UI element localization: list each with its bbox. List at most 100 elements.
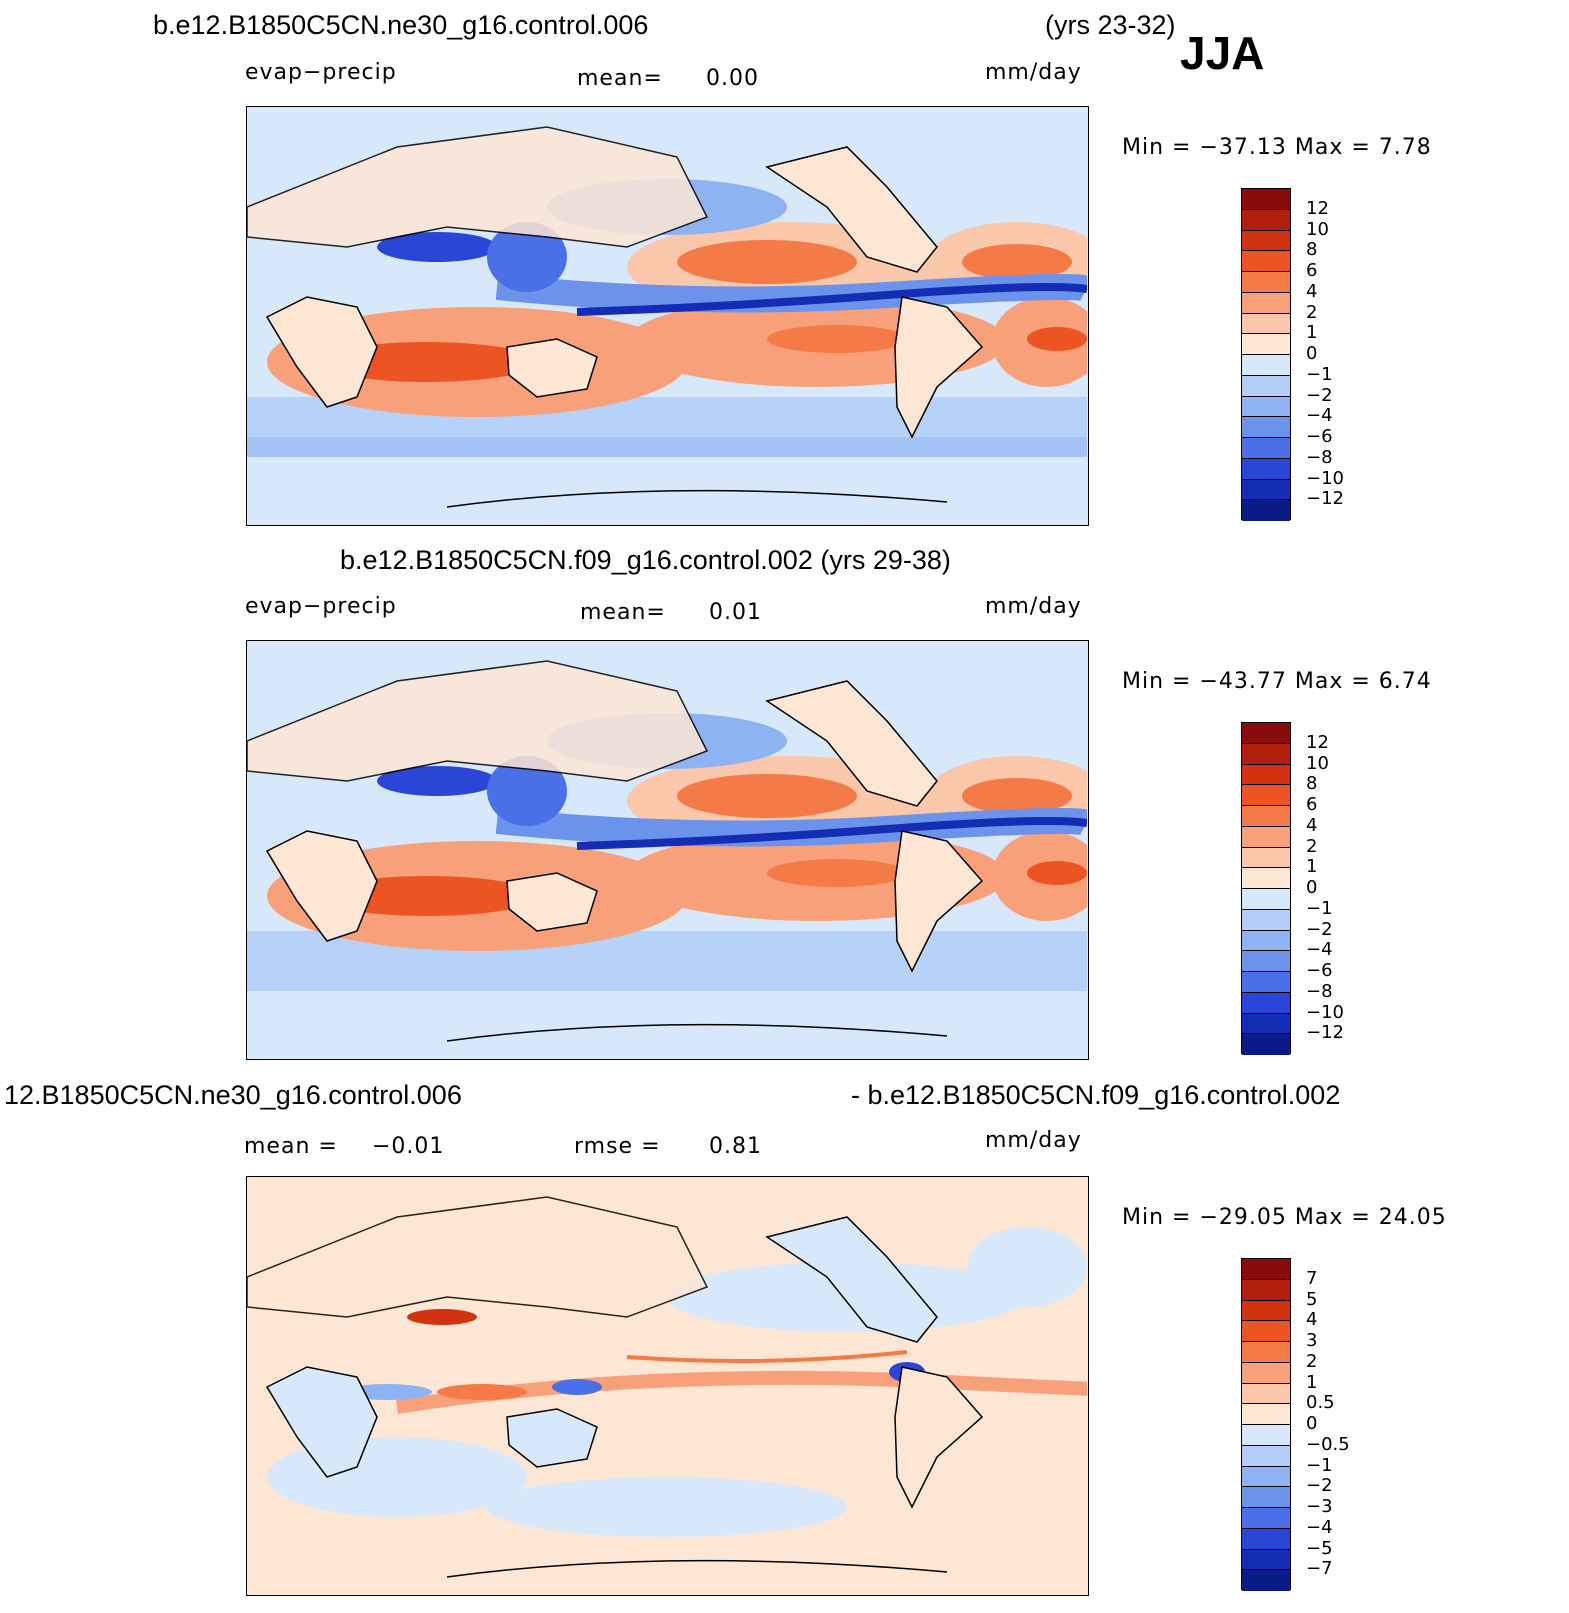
colorbar-tick-label: −3 bbox=[1306, 1496, 1333, 1517]
colorbar-tick-label: 0 bbox=[1306, 1413, 1318, 1434]
panel1-variable: evap−precip bbox=[245, 60, 397, 85]
colorbar-cell bbox=[1242, 251, 1290, 272]
colorbar-tick-label: 0 bbox=[1306, 877, 1318, 898]
colorbar-tick-label: 2 bbox=[1306, 301, 1318, 323]
panel1-title-right: (yrs 23-32) bbox=[1045, 10, 1176, 40]
panel3-title-left: 12.B1850C5CN.ne30_g16.control.006 bbox=[4, 1080, 462, 1110]
colorbar-tick-label: −12 bbox=[1306, 488, 1344, 510]
colorbar-cell bbox=[1242, 1508, 1290, 1529]
panel2-colorbar bbox=[1241, 722, 1291, 1055]
panel3-units: mm/day bbox=[985, 1128, 1082, 1153]
colorbar-cell bbox=[1242, 743, 1290, 765]
colorbar-cell bbox=[1242, 972, 1290, 993]
colorbar-cell bbox=[1242, 292, 1290, 314]
colorbar-cell bbox=[1242, 785, 1290, 806]
colorbar-tick-label: 6 bbox=[1306, 794, 1318, 815]
colorbar-tick-label: −7 bbox=[1306, 1558, 1333, 1580]
panel1-map bbox=[246, 106, 1089, 526]
colorbar-cell bbox=[1242, 1342, 1290, 1363]
colorbar-cell bbox=[1242, 355, 1290, 376]
colorbar-cell bbox=[1242, 847, 1290, 869]
colorbar-cell bbox=[1242, 1528, 1290, 1550]
colorbar-tick-label: 3 bbox=[1306, 1330, 1318, 1351]
colorbar-tick-label: 10 bbox=[1306, 752, 1329, 774]
colorbar-tick-label: 2 bbox=[1306, 835, 1318, 857]
colorbar-tick-label: −1 bbox=[1306, 1454, 1333, 1476]
colorbar-cell bbox=[1242, 1321, 1290, 1342]
colorbar-tick-label: 0 bbox=[1306, 343, 1318, 364]
panel2-variable: evap−precip bbox=[245, 594, 397, 619]
colorbar-tick-label: −4 bbox=[1306, 405, 1333, 427]
colorbar-tick-label: 1 bbox=[1306, 856, 1318, 878]
panel3-mean-label: mean = bbox=[244, 1134, 338, 1159]
colorbar-cell bbox=[1242, 272, 1290, 293]
panel1-colorbar bbox=[1241, 188, 1291, 521]
panel1-units: mm/day bbox=[985, 60, 1082, 85]
colorbar-cell bbox=[1242, 930, 1290, 952]
colorbar-tick-label: −10 bbox=[1306, 1001, 1344, 1023]
panel3-min-max: Min = −29.05 Max = 24.05 bbox=[1122, 1205, 1447, 1230]
colorbar-cell bbox=[1242, 1425, 1290, 1446]
colorbar-tick-label: −8 bbox=[1306, 980, 1333, 1002]
colorbar-tick-label: −2 bbox=[1306, 1475, 1333, 1497]
colorbar-cell bbox=[1242, 992, 1290, 1014]
colorbar-tick-label: 10 bbox=[1306, 218, 1329, 240]
panel1-mean-value: 0.00 bbox=[706, 66, 759, 91]
colorbar-cell bbox=[1242, 806, 1290, 827]
colorbar-cell bbox=[1242, 1404, 1290, 1425]
colorbar-tick-label: 1 bbox=[1306, 322, 1318, 344]
panel3-rmse-value: 0.81 bbox=[709, 1134, 762, 1159]
colorbar-tick-label: 12 bbox=[1306, 197, 1329, 219]
panel3-map-svg bbox=[247, 1177, 1087, 1594]
colorbar-cell bbox=[1242, 479, 1290, 501]
colorbar-cell bbox=[1242, 1466, 1290, 1488]
colorbar-cell bbox=[1242, 438, 1290, 459]
colorbar-tick-label: 4 bbox=[1306, 280, 1318, 302]
colorbar-cell bbox=[1242, 1259, 1290, 1280]
panel2-mean-value: 0.01 bbox=[709, 600, 762, 625]
colorbar-cell bbox=[1242, 1383, 1290, 1405]
colorbar-tick-label: −4 bbox=[1306, 939, 1333, 961]
colorbar-cell bbox=[1242, 417, 1290, 438]
colorbar-cell bbox=[1242, 1487, 1290, 1508]
colorbar-tick-label: −1 bbox=[1306, 897, 1333, 919]
colorbar-cell bbox=[1242, 230, 1290, 252]
colorbar-tick-label: 8 bbox=[1306, 239, 1318, 261]
colorbar-tick-label: −6 bbox=[1306, 426, 1333, 447]
colorbar-cell bbox=[1242, 189, 1290, 210]
colorbar-cell bbox=[1242, 1362, 1290, 1384]
colorbar-cell bbox=[1242, 458, 1290, 480]
colorbar-cell bbox=[1242, 909, 1290, 931]
colorbar-cell bbox=[1242, 1300, 1290, 1322]
colorbar-cell bbox=[1242, 1034, 1290, 1055]
colorbar-cell bbox=[1242, 375, 1290, 397]
colorbar-cell bbox=[1242, 826, 1290, 848]
panel1-mean-label: mean= bbox=[577, 66, 663, 91]
colorbar-tick-label: 12 bbox=[1306, 731, 1329, 753]
colorbar-cell bbox=[1242, 1549, 1290, 1571]
panel3-rmse-label: rmse = bbox=[574, 1134, 661, 1159]
colorbar-cell bbox=[1242, 313, 1290, 335]
colorbar-cell bbox=[1242, 1279, 1290, 1301]
colorbar-tick-label: −4 bbox=[1306, 1516, 1333, 1538]
colorbar-tick-label: −0.5 bbox=[1306, 1433, 1350, 1455]
colorbar-tick-label: 5 bbox=[1306, 1288, 1318, 1310]
panel2-map-svg bbox=[247, 641, 1087, 1058]
panel3-mean-value: −0.01 bbox=[372, 1134, 445, 1159]
panel2-mean-label: mean= bbox=[580, 600, 666, 625]
colorbar-cell bbox=[1242, 396, 1290, 418]
panel2-units: mm/day bbox=[985, 594, 1082, 619]
colorbar-cell bbox=[1242, 209, 1290, 231]
colorbar-tick-label: 6 bbox=[1306, 260, 1318, 281]
colorbar-cell bbox=[1242, 764, 1290, 786]
colorbar-tick-label: −5 bbox=[1306, 1537, 1333, 1559]
colorbar-cell bbox=[1242, 868, 1290, 889]
colorbar-cell bbox=[1242, 1570, 1290, 1591]
colorbar-tick-label: −6 bbox=[1306, 960, 1333, 981]
colorbar-tick-label: −8 bbox=[1306, 446, 1333, 468]
colorbar-tick-label: −10 bbox=[1306, 467, 1344, 489]
colorbar-tick-label: 2 bbox=[1306, 1350, 1318, 1372]
panel1-min-max: Min = −37.13 Max = 7.78 bbox=[1122, 135, 1432, 160]
panel2-title: b.e12.B1850C5CN.f09_g16.control.002 (yrs… bbox=[340, 545, 951, 575]
colorbar-cell bbox=[1242, 951, 1290, 972]
